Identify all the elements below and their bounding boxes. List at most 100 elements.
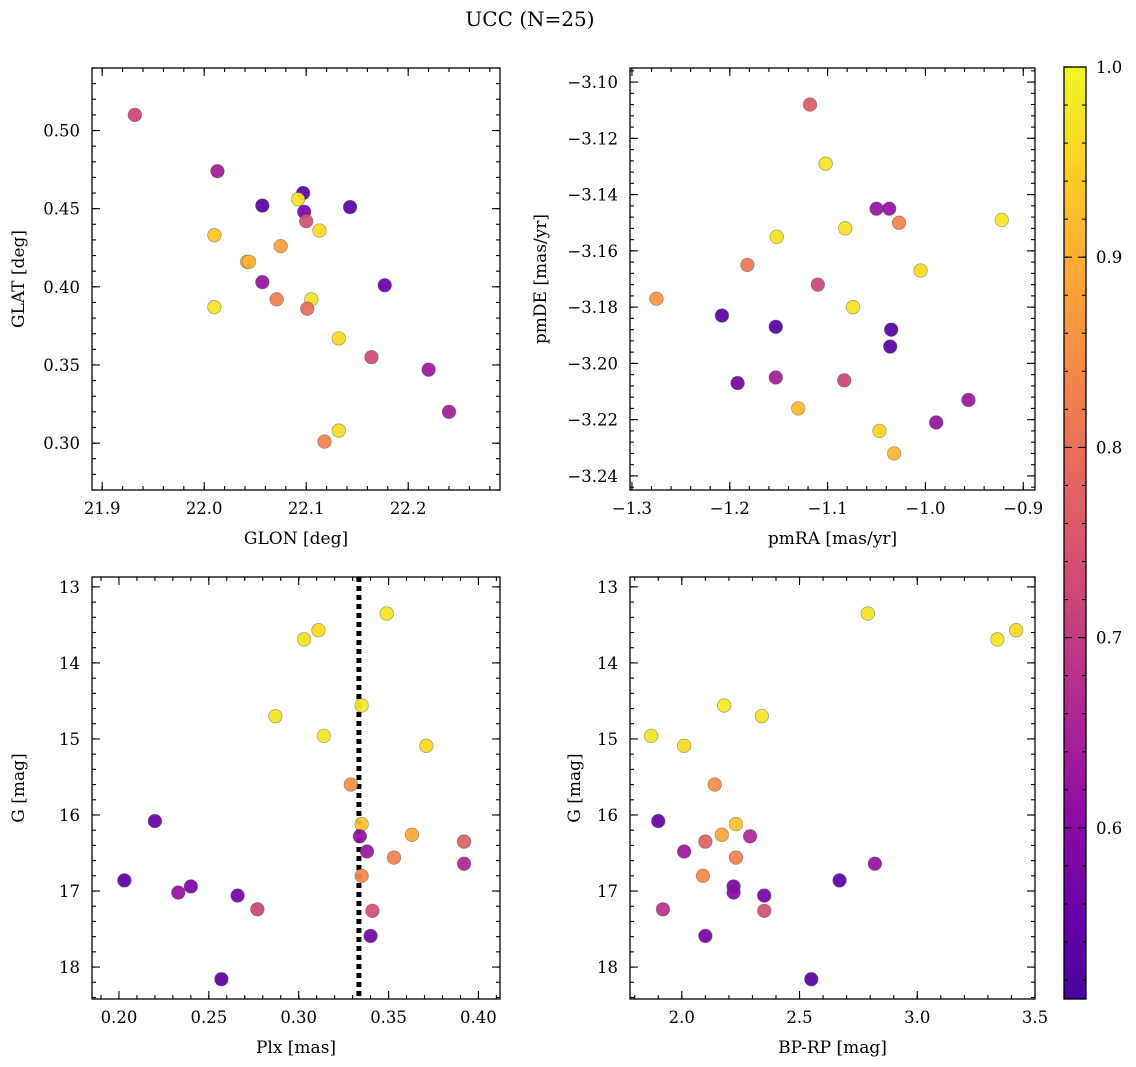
figure-title: UCC (N=25) bbox=[465, 7, 594, 31]
data-point bbox=[230, 888, 245, 903]
data-point bbox=[757, 888, 772, 903]
y-tick-label: 15 bbox=[597, 730, 618, 749]
data-point bbox=[726, 885, 741, 900]
y-tick-label: 18 bbox=[597, 958, 618, 977]
y-tick-label: 15 bbox=[59, 730, 80, 749]
data-point bbox=[352, 829, 368, 844]
data-point bbox=[331, 331, 347, 346]
points-pm bbox=[649, 97, 1009, 461]
data-point bbox=[994, 212, 1009, 228]
data-point bbox=[698, 834, 713, 849]
x-tick-label: 0.35 bbox=[370, 1008, 407, 1027]
data-point bbox=[707, 777, 722, 792]
data-point bbox=[872, 423, 887, 439]
data-point bbox=[317, 434, 332, 449]
y-tick-label: 14 bbox=[597, 654, 618, 673]
y-tick-label: −3.16 bbox=[567, 242, 618, 261]
colorbar-tick-label: 1.0 bbox=[1096, 58, 1122, 77]
data-point bbox=[343, 777, 359, 792]
data-point bbox=[818, 156, 833, 171]
data-point bbox=[869, 201, 884, 216]
data-point bbox=[791, 401, 806, 416]
panel-pm: −1.3 −1.2 −1.1 −1.0 −0.9 −3.24 −3.22 −3.20 −3.18… bbox=[531, 67, 1043, 549]
data-point bbox=[456, 834, 472, 849]
data-point bbox=[354, 868, 369, 884]
axes-frame bbox=[91, 67, 501, 491]
y-tick-label: −3.10 bbox=[567, 73, 618, 92]
x-tick-label: 0.25 bbox=[190, 1008, 227, 1027]
y-tick-label: 13 bbox=[59, 578, 80, 597]
data-point bbox=[147, 813, 163, 829]
panel-sky: 21.9 22.0 22.1 22.2 0.30 0.35 0.40 0.45 0.50 GLON… bbox=[9, 67, 501, 549]
data-point bbox=[714, 827, 730, 842]
data-point bbox=[269, 292, 284, 307]
data-point bbox=[331, 423, 347, 438]
data-point bbox=[268, 708, 283, 724]
data-point bbox=[300, 301, 315, 316]
x-tick-label: 2.0 bbox=[669, 1008, 695, 1027]
x-tick-label: 22.0 bbox=[186, 499, 223, 518]
x-tick-label: 0.30 bbox=[280, 1008, 317, 1027]
panel-plx: 0.20 0.25 0.30 0.35 0.40 13 14 15 16 17 18 Plx [mas… bbox=[9, 576, 501, 1058]
data-point bbox=[342, 199, 358, 215]
x-tick-label: 0.40 bbox=[460, 1008, 497, 1027]
data-point bbox=[241, 254, 257, 270]
data-point bbox=[716, 698, 732, 713]
data-point bbox=[290, 192, 306, 207]
x-axis-label: BP-RP [mag] bbox=[778, 1038, 887, 1058]
data-point bbox=[990, 632, 1005, 647]
x-tick-label: −1.3 bbox=[612, 499, 652, 518]
y-tick-label: 0.30 bbox=[43, 434, 80, 453]
data-point bbox=[386, 850, 402, 865]
y-tick-label: 0.45 bbox=[43, 200, 80, 219]
x-axis-label: GLON [deg] bbox=[244, 529, 348, 549]
data-point bbox=[728, 816, 744, 832]
data-point bbox=[273, 238, 288, 254]
data-point bbox=[698, 928, 713, 944]
colorbar: 0.6 0.7 0.8 0.9 1.0 bbox=[1063, 58, 1122, 1000]
data-point bbox=[883, 339, 898, 354]
data-point bbox=[886, 446, 902, 461]
y-tick-label: 0.40 bbox=[43, 278, 80, 297]
y-tick-label: 16 bbox=[59, 806, 80, 825]
data-point bbox=[250, 902, 265, 917]
y-tick-label: 17 bbox=[597, 882, 618, 901]
data-point bbox=[754, 708, 770, 724]
axes-frame bbox=[91, 576, 501, 1000]
data-point bbox=[676, 738, 692, 754]
data-point bbox=[832, 873, 847, 888]
points-plx bbox=[117, 606, 472, 987]
x-tick-label: 0.20 bbox=[101, 1008, 138, 1027]
data-point bbox=[311, 623, 326, 638]
data-point bbox=[365, 903, 380, 918]
data-point bbox=[643, 728, 659, 744]
data-point bbox=[117, 873, 132, 888]
data-point bbox=[207, 299, 222, 315]
x-tick-label: −1.1 bbox=[808, 499, 848, 518]
data-point bbox=[676, 844, 692, 859]
data-point bbox=[127, 107, 143, 123]
data-point bbox=[364, 349, 379, 365]
data-point bbox=[171, 885, 186, 900]
colorbar-tick-label: 0.7 bbox=[1096, 629, 1122, 648]
data-point bbox=[404, 827, 420, 842]
data-point bbox=[728, 850, 744, 865]
ticks-plx bbox=[92, 577, 500, 999]
data-point bbox=[757, 903, 772, 918]
data-point bbox=[802, 97, 818, 112]
colorbar-tick-label: 0.9 bbox=[1096, 248, 1122, 267]
data-point bbox=[316, 728, 332, 744]
data-point bbox=[359, 844, 375, 859]
data-point bbox=[377, 278, 392, 293]
data-point bbox=[214, 972, 229, 987]
data-point bbox=[354, 698, 369, 713]
data-point bbox=[207, 228, 222, 243]
data-point bbox=[768, 319, 783, 335]
data-point bbox=[312, 223, 327, 238]
data-point bbox=[354, 816, 369, 832]
axes-frame bbox=[629, 67, 1036, 491]
data-point bbox=[913, 263, 928, 278]
x-tick-label: 3.0 bbox=[904, 1008, 930, 1027]
data-point bbox=[299, 213, 314, 229]
y-tick-label: 14 bbox=[59, 654, 80, 673]
